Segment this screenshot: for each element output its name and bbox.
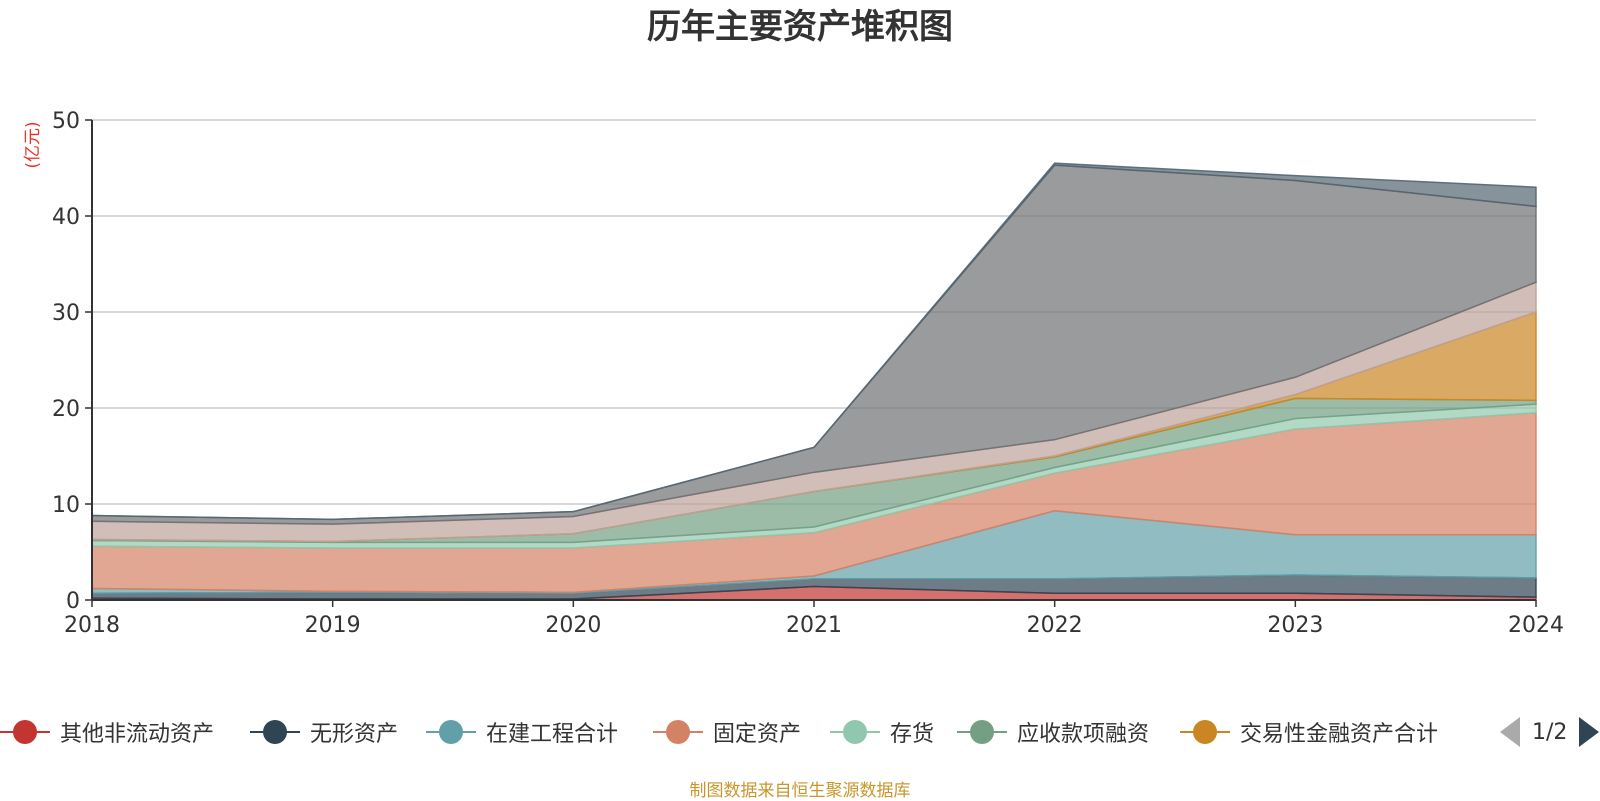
y-tick-label: 10 xyxy=(52,493,80,518)
legend-marker-icon xyxy=(653,717,703,747)
y-axis-unit-label: (亿元) xyxy=(23,121,43,168)
x-tick-label: 2018 xyxy=(64,613,120,638)
triangle-left-icon[interactable] xyxy=(1500,717,1520,747)
legend-marker-icon xyxy=(957,717,1007,747)
y-tick-label: 30 xyxy=(52,301,80,326)
legend-item[interactable]: 其他非流动资产 xyxy=(0,712,214,752)
triangle-right-icon[interactable] xyxy=(1579,717,1600,747)
x-tick-label: 2024 xyxy=(1508,613,1564,638)
y-tick-label: 0 xyxy=(66,589,80,614)
legend: 其他非流动资产 无形资产 在建工程合计 固定资产 存货 应收款项融资 交易性金融资产合计 xyxy=(0,712,1600,752)
legend-item[interactable]: 固定资产 xyxy=(653,712,801,752)
legend-label: 在建工程合计 xyxy=(486,722,619,747)
legend-page-indicator: 1/2 xyxy=(1532,719,1568,745)
x-tick-label: 2020 xyxy=(545,613,601,638)
stacked-areas xyxy=(91,162,1537,601)
legend-label: 交易性金融资产合计 xyxy=(1240,722,1439,747)
legend-label: 其他非流动资产 xyxy=(60,722,215,747)
legend-marker-icon xyxy=(1180,717,1230,747)
x-tick-label: 2019 xyxy=(305,613,361,638)
legend-pager: 1/2 xyxy=(1500,712,1600,752)
chart-title: 历年主要资产堆积图 xyxy=(647,7,953,47)
legend-marker-icon xyxy=(830,717,880,747)
legend-label: 存货 xyxy=(890,722,935,747)
legend-item[interactable]: 在建工程合计 xyxy=(426,712,618,752)
area-series-9 xyxy=(91,162,1537,521)
legend-marker-icon xyxy=(426,717,476,747)
legend-marker-icon xyxy=(250,717,300,747)
x-tick-label: 2021 xyxy=(786,613,842,638)
legend-label: 应收款项融资 xyxy=(1017,722,1150,747)
y-tick-label: 40 xyxy=(52,205,80,230)
axes: 0 10 20 30 40 50 2018 2019 2020 2021 2022 2023 2024 xyxy=(52,109,1564,638)
x-tick-label: 2022 xyxy=(1027,613,1083,638)
data-source-note: 制图数据来自恒生聚源数据库 xyxy=(689,781,911,801)
legend-label: 固定资产 xyxy=(713,722,802,747)
x-tick-label: 2023 xyxy=(1267,613,1323,638)
legend-item[interactable]: 交易性金融资产合计 xyxy=(1180,712,1438,752)
legend-item[interactable]: 应收款项融资 xyxy=(957,712,1149,752)
legend-marker-icon xyxy=(0,717,50,747)
legend-label: 无形资产 xyxy=(310,722,399,747)
legend-item[interactable]: 存货 xyxy=(830,712,934,752)
y-tick-label: 20 xyxy=(52,397,80,422)
legend-item[interactable]: 无形资产 xyxy=(250,712,398,752)
y-tick-label: 50 xyxy=(52,109,80,134)
stacked-area-chart: 历年主要资产堆积图 (亿元) 0 10 20 30 40 50 2018 2019 2020 20… xyxy=(23,7,1564,638)
